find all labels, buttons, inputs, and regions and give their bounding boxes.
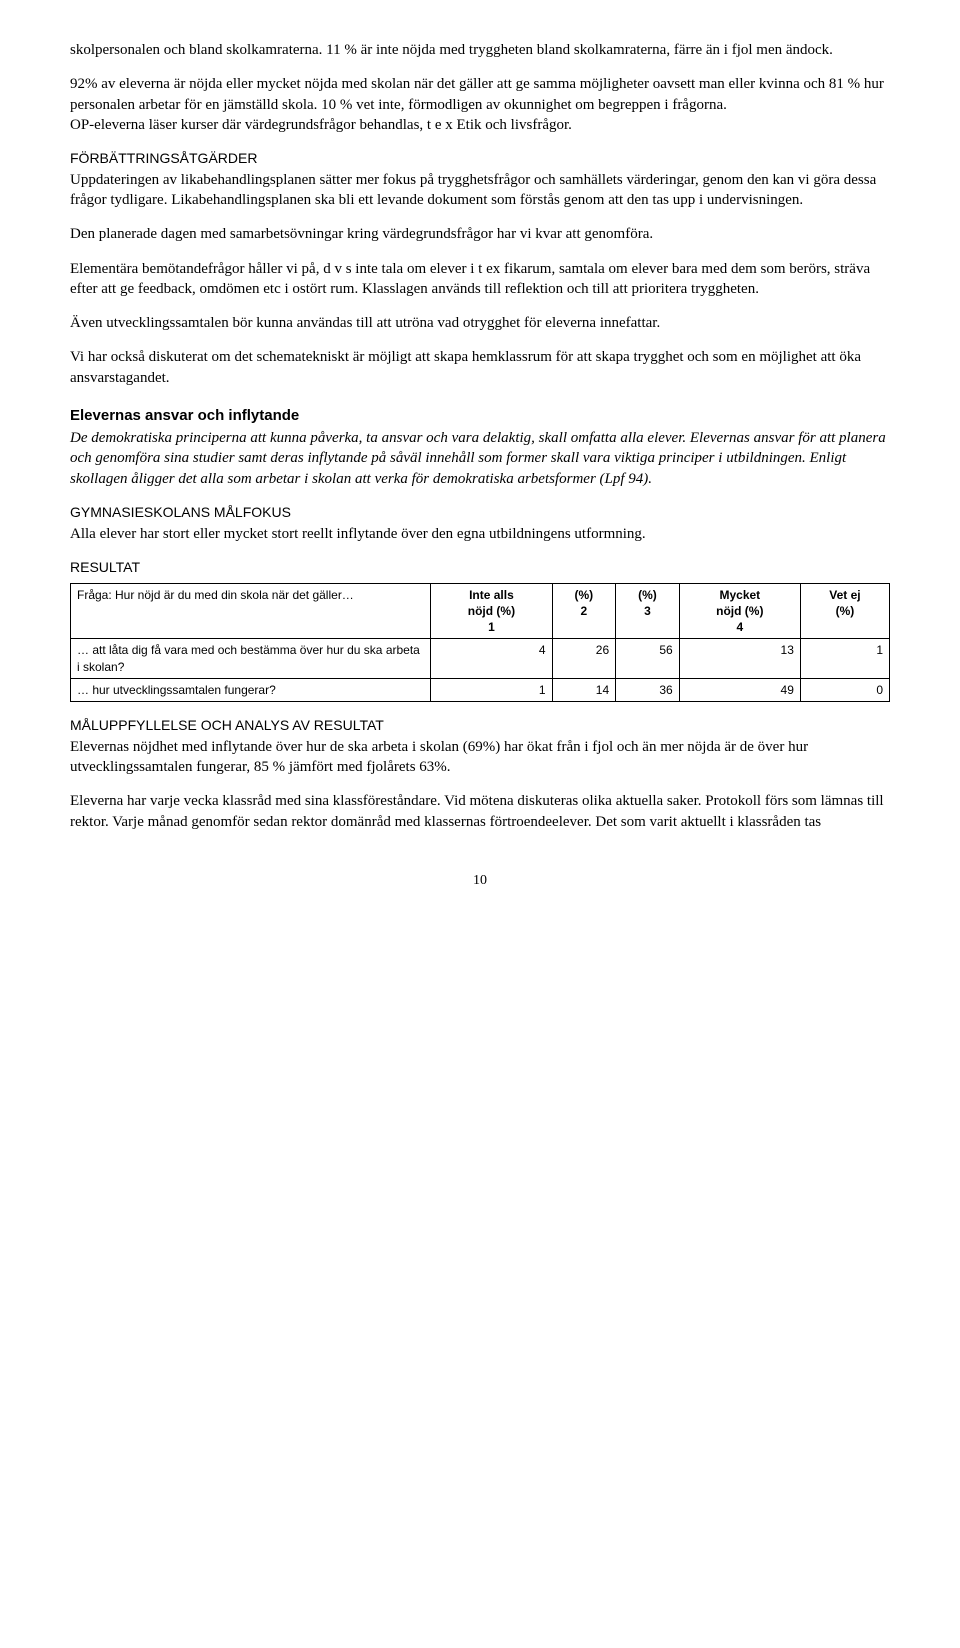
result-table: Fråga: Hur nöjd är du med din skola när … [70,583,890,702]
body-paragraph: Även utvecklingssamtalen bör kunna använ… [70,313,890,333]
body-paragraph: Uppdateringen av likabehandlingsplanen s… [70,170,890,211]
col-mid: (%) [807,603,883,619]
table-header-col: (%) 3 [616,583,680,639]
col-bot: 3 [622,603,673,619]
page-number: 10 [70,872,890,891]
col-mid: nöjd (%) [686,603,794,619]
table-cell: 13 [679,639,800,678]
body-paragraph: 92% av eleverna är nöjda eller mycket nö… [70,74,890,115]
table-header-col: Vet ej (%) [800,583,889,639]
table-header-row: Fråga: Hur nöjd är du med din skola när … [71,583,890,639]
section-intro: De demokratiska principerna att kunna på… [70,428,890,489]
col-top: Inte alls [437,587,545,603]
table-cell: 36 [616,678,680,701]
col-bot: 4 [686,619,794,635]
body-paragraph: Den planerade dagen med samarbetsövninga… [70,224,890,244]
body-paragraph: Eleverna har varje vecka klassråd med si… [70,791,890,832]
table-header-col: (%) 2 [552,583,616,639]
col-mid: nöjd (%) [437,603,545,619]
table-header-col: Inte alls nöjd (%) 1 [431,583,552,639]
table-cell: 14 [552,678,616,701]
subheading-improvements: FÖRBÄTTRINGSÅTGÄRDER [70,149,890,168]
col-bot: 1 [437,619,545,635]
subheading-goal: GYMNASIESKOLANS MÅLFOKUS [70,503,890,522]
table-header-question: Fråga: Hur nöjd är du med din skola när … [71,583,431,639]
body-paragraph: Elevernas nöjdhet med inflytande över hu… [70,737,890,778]
col-top: (%) [622,587,673,603]
body-paragraph: skolpersonalen och bland skolkamraterna.… [70,40,890,60]
section-title-influence: Elevernas ansvar och inflytande [70,406,890,426]
col-bot: 2 [559,603,610,619]
table-cell-question: … att låta dig få vara med och bestämma … [71,639,431,678]
table-cell: 49 [679,678,800,701]
subheading-result: RESULTAT [70,558,890,577]
body-paragraph: Vi har också diskuterat om det schematek… [70,347,890,388]
table-cell: 0 [800,678,889,701]
col-top: Vet ej [807,587,883,603]
subheading-analysis: MÅLUPPFYLLELSE OCH ANALYS AV RESULTAT [70,716,890,735]
col-top: (%) [559,587,610,603]
table-cell: 26 [552,639,616,678]
table-header-col: Mycket nöjd (%) 4 [679,583,800,639]
col-top: Mycket [686,587,794,603]
table-row: … hur utvecklingssamtalen fungerar? 1 14… [71,678,890,701]
table-cell: 1 [800,639,889,678]
body-paragraph: OP-eleverna läser kurser där värdegrunds… [70,115,890,135]
table-cell: 1 [431,678,552,701]
body-paragraph: Elementära bemötandefrågor håller vi på,… [70,259,890,300]
table-cell: 4 [431,639,552,678]
goal-text: Alla elever har stort eller mycket stort… [70,524,890,544]
table-cell: 56 [616,639,680,678]
table-row: … att låta dig få vara med och bestämma … [71,639,890,678]
table-cell-question: … hur utvecklingssamtalen fungerar? [71,678,431,701]
